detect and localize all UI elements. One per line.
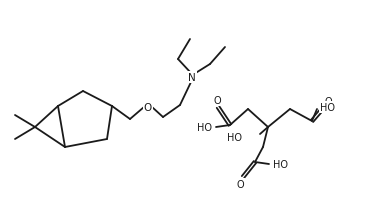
Text: O: O [144,102,152,112]
Text: O: O [324,97,332,106]
Text: O: O [236,179,244,189]
Text: HO: HO [320,102,335,112]
Text: HO: HO [273,159,288,169]
Text: O: O [213,96,221,105]
Text: HO: HO [197,122,212,132]
Text: HO: HO [227,132,242,142]
Text: N: N [188,73,196,83]
